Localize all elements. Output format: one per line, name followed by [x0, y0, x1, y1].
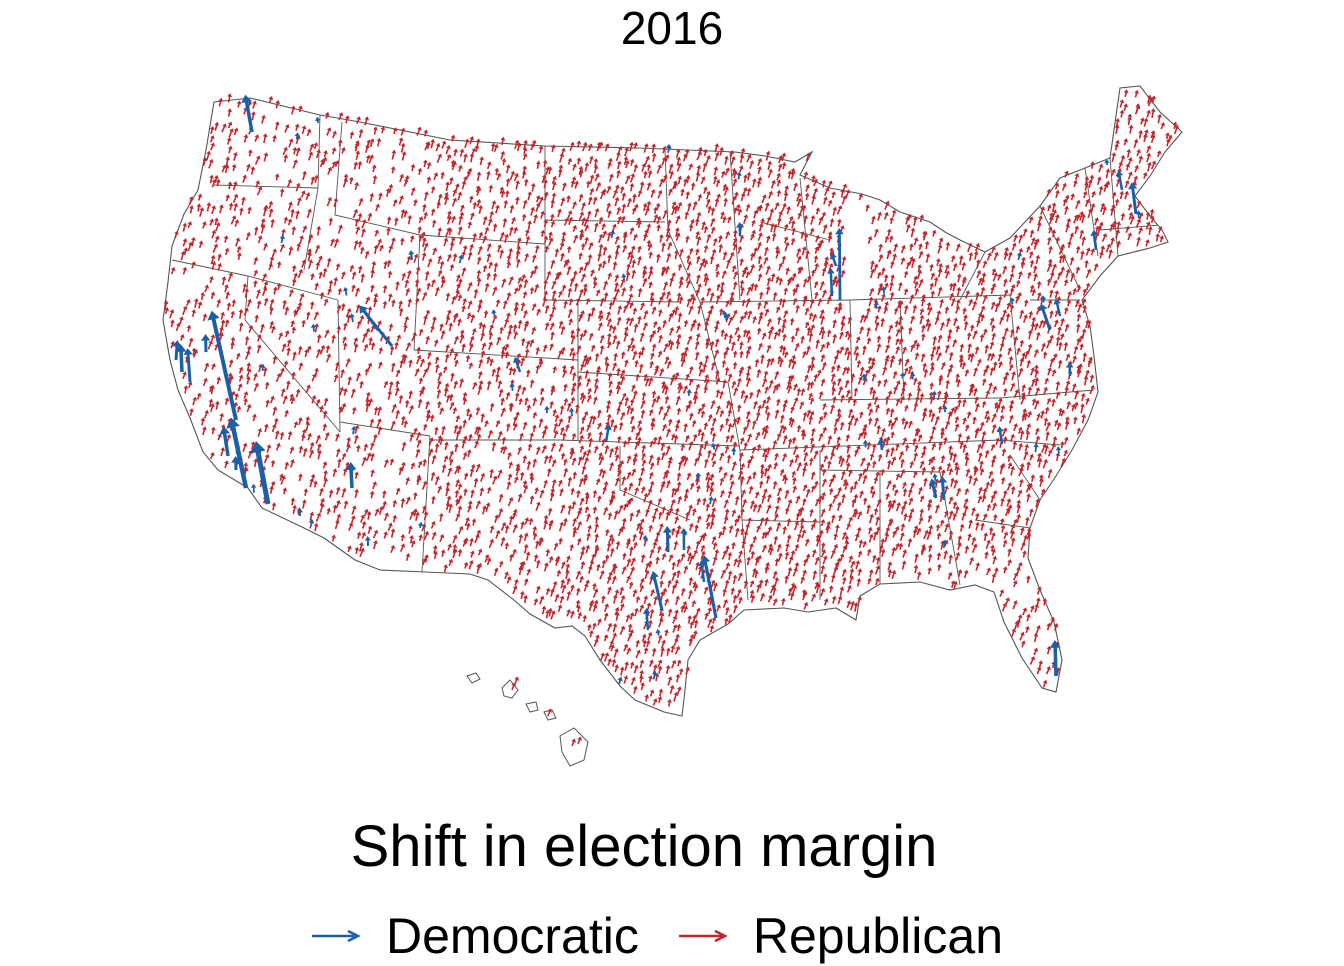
- legend-label-republican: Republican: [753, 906, 1003, 966]
- legend-label-democratic: Democratic: [386, 906, 639, 966]
- hawaii-outline: [467, 673, 588, 766]
- democratic-arrow-icon: [306, 921, 366, 951]
- republican-arrow: [514, 677, 519, 685]
- legend-item-republican: Republican: [673, 906, 1003, 966]
- legend-item-democratic: Democratic: [306, 906, 639, 966]
- legend: Democratic Republican: [306, 906, 1037, 966]
- republican-arrow: [268, 96, 273, 103]
- legend-title: Shift in election margin: [0, 812, 1288, 882]
- us-county-shift-map: [0, 0, 1344, 800]
- republican-arrow-icon: [673, 921, 733, 951]
- republican-arrow: [828, 180, 833, 188]
